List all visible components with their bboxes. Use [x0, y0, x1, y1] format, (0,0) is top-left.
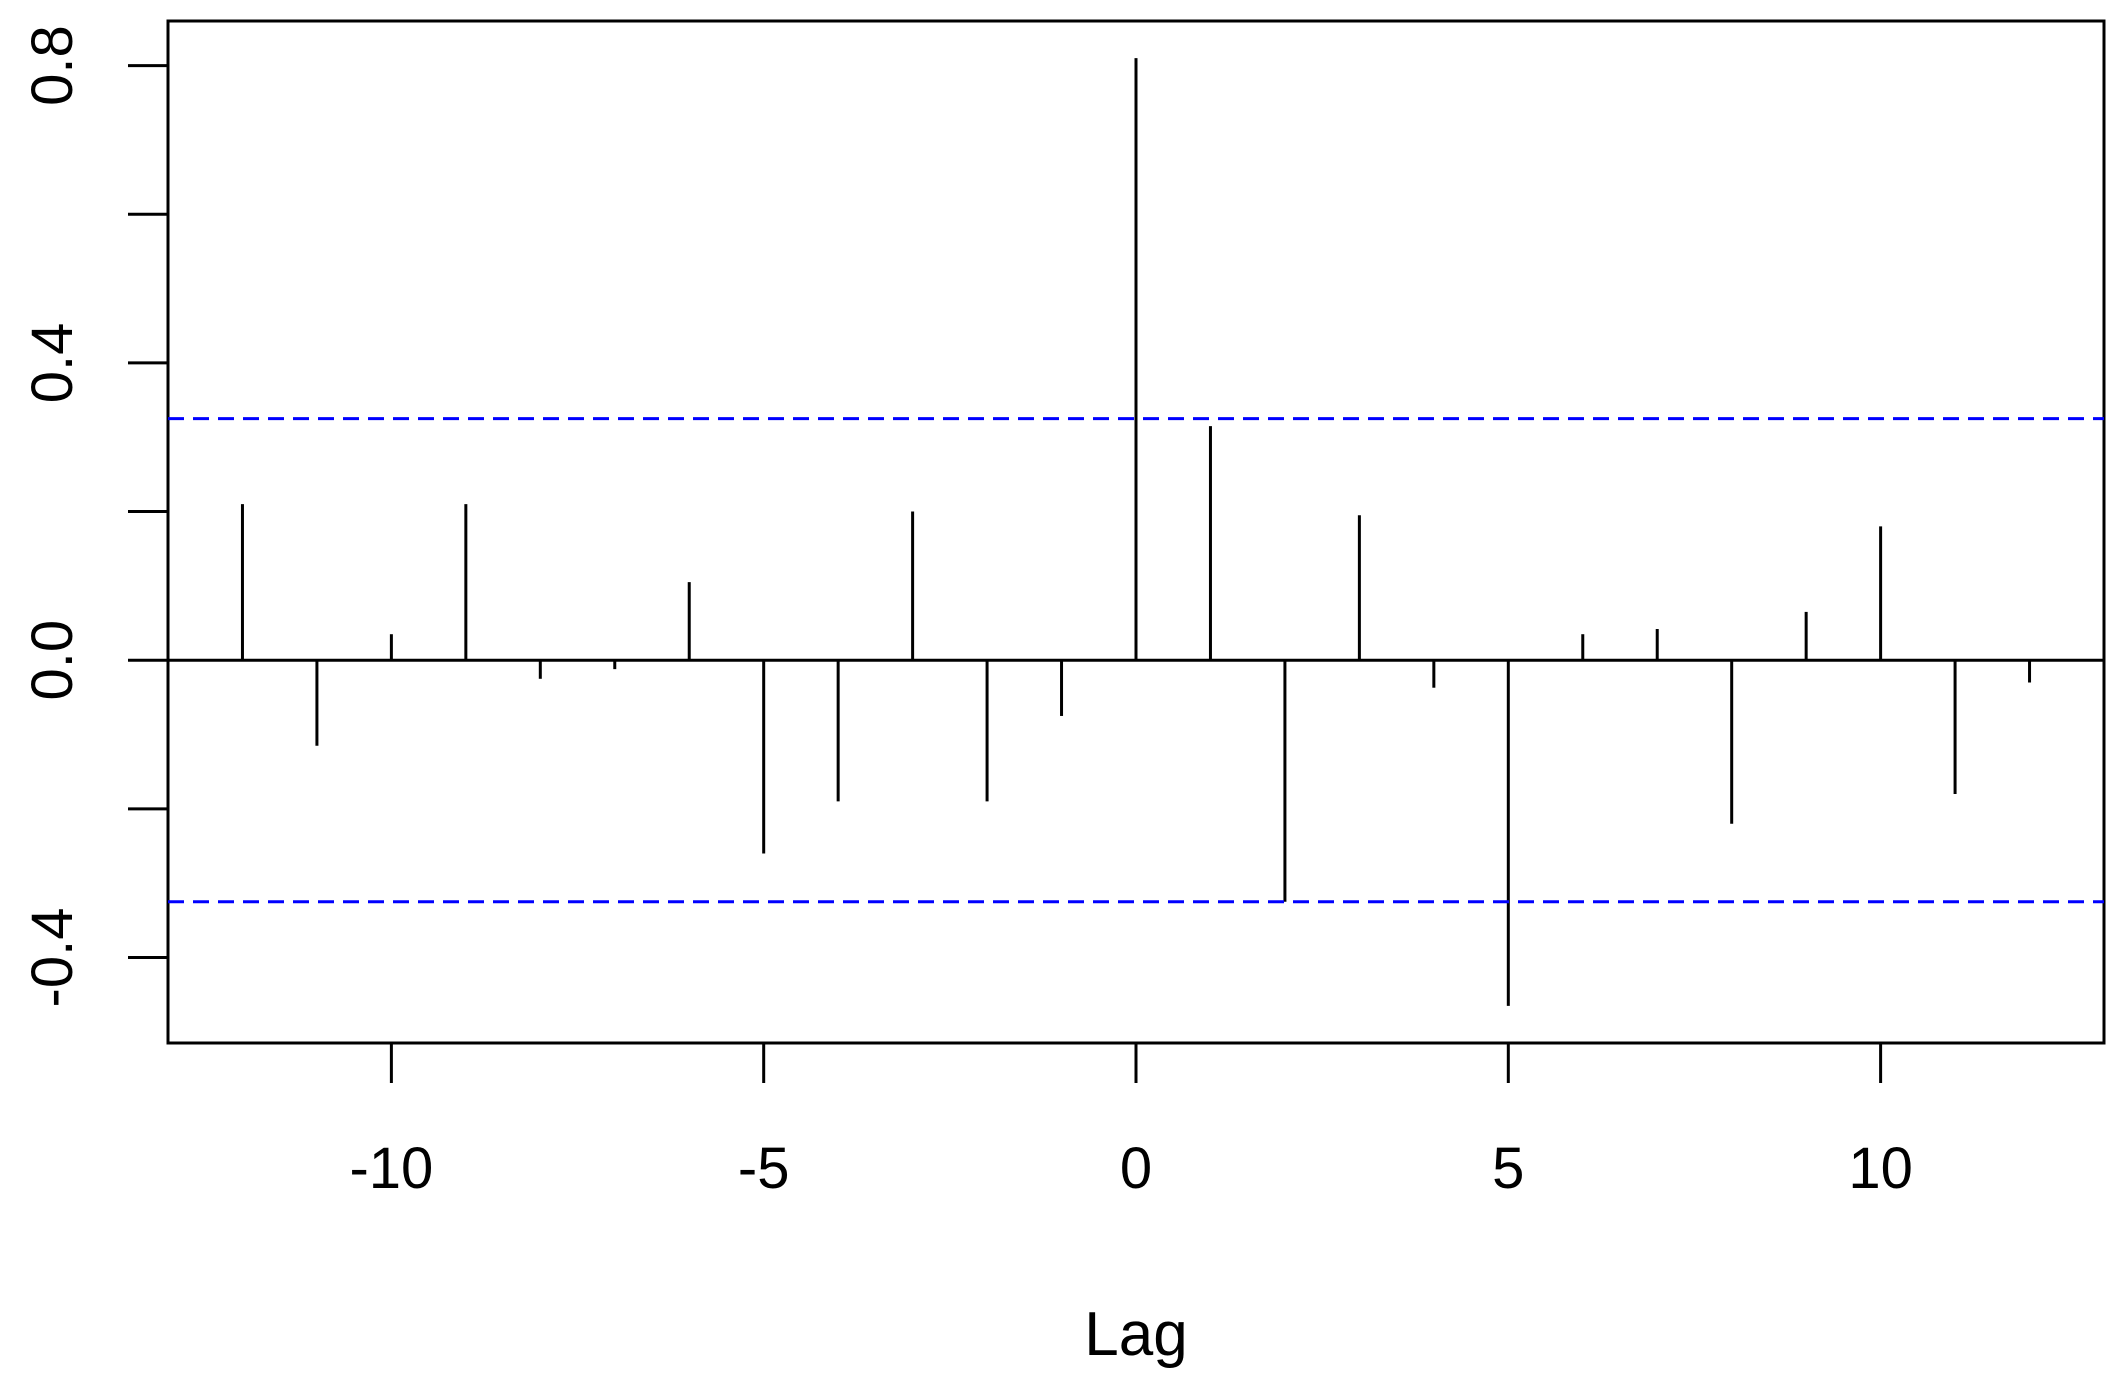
x-tick-label: 5 — [1492, 1136, 1524, 1201]
confidence-bands — [168, 417, 2104, 904]
x-tick-label: 10 — [1848, 1136, 1913, 1201]
x-tick-label: -10 — [349, 1136, 433, 1201]
y-tick-label: 0.4 — [20, 323, 85, 404]
y-tick-label: -0.4 — [20, 908, 85, 1008]
y-tick-label: 0.0 — [20, 620, 85, 701]
y-tick-label: 0.8 — [20, 25, 85, 106]
bar-series — [240, 58, 2032, 1006]
x-tick-label: -5 — [738, 1136, 790, 1201]
x-tick-label: 0 — [1120, 1136, 1152, 1201]
x-axis-title: Lag — [1084, 1300, 1187, 1369]
y-axis: -0.4 0.0 0.4 0.8 — [20, 25, 168, 1008]
x-axis: -10 -5 0 5 10 — [349, 1043, 1913, 1201]
